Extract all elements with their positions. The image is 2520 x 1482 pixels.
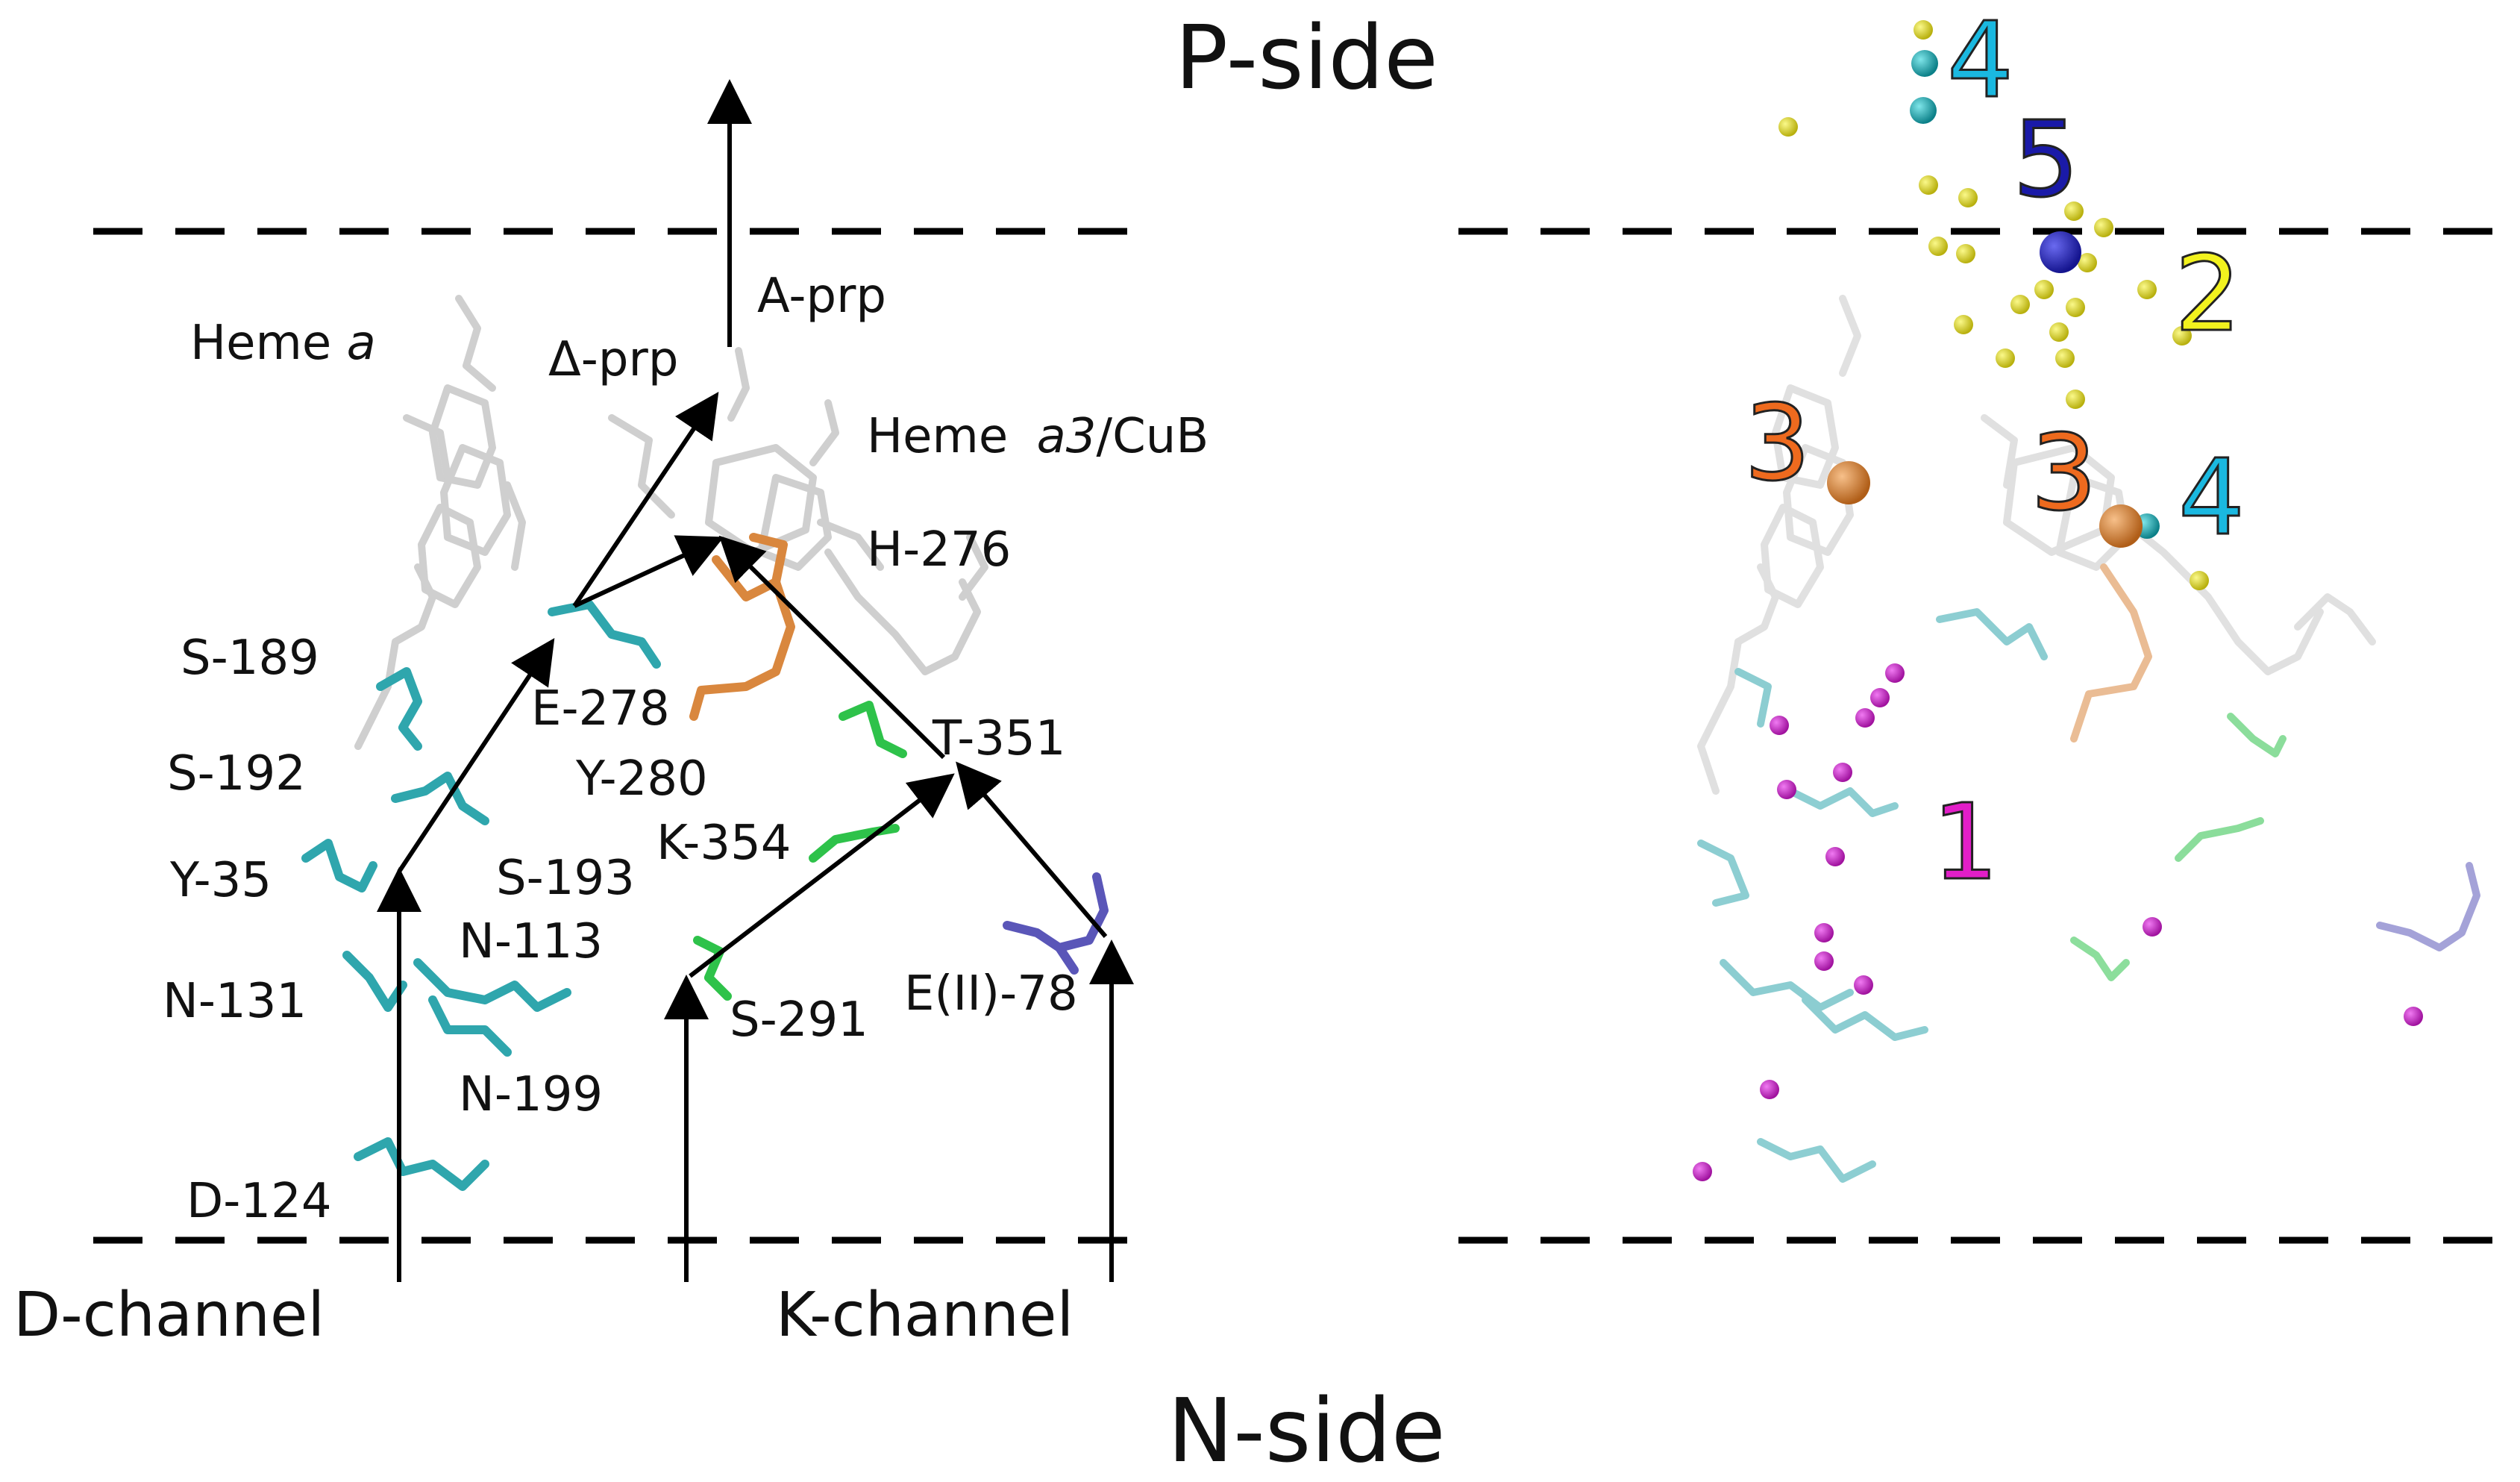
n199-label: N-199 (459, 1067, 604, 1122)
k-channel-label: K-channel (776, 1280, 1074, 1351)
heme-a3-label: Heme a3/CuB (867, 413, 1209, 460)
s193-residue (428, 995, 512, 1057)
site-5-number: 5 (2011, 99, 2080, 221)
e278-to-dprp-arrow (572, 392, 719, 607)
site-4-top-number: 4 (1946, 0, 2014, 122)
e278-residue (548, 600, 661, 669)
heme-a3-label-suffix: /CuB (1096, 409, 1209, 464)
k-left-to-t351-arrow (689, 773, 955, 978)
y280-residue (689, 533, 795, 721)
site-3-left-number: 3 (1743, 383, 1811, 504)
e278-label: E-278 (531, 681, 670, 737)
s291-label: S-291 (730, 992, 868, 1048)
n113-residue (413, 958, 571, 1012)
site-2-number: 2 (2173, 234, 2242, 355)
y35-label: Y-35 (170, 853, 272, 908)
d-prp-label: Δ-prp (548, 332, 679, 387)
heme-a-label: Heme a (190, 319, 376, 367)
h276-label: H-276 (867, 522, 1012, 578)
s291-residue (693, 936, 732, 1001)
p-side-label: P-side (1175, 6, 1438, 109)
site-1-number: 1 (1931, 782, 1999, 904)
n131-residue (342, 951, 407, 1012)
s192-label: S-192 (167, 746, 306, 801)
d-channel-label: D-channel (13, 1280, 325, 1351)
t351-residue (839, 701, 907, 758)
heme-a3-label-italic: a3 (1036, 409, 1097, 464)
heme-a-label-italic: a (346, 316, 376, 371)
yellow-spheres (1778, 20, 2209, 590)
k354-residue (809, 824, 900, 863)
n113-label: N-113 (459, 914, 604, 969)
e78-to-t351-arrow (956, 761, 1108, 938)
k354-label: K-354 (656, 816, 792, 871)
d124-label: D-124 (187, 1174, 332, 1229)
s189-residue (376, 667, 422, 751)
magenta-spheres (1693, 663, 2423, 1181)
n131-label: N-131 (163, 974, 307, 1029)
s192-residue (391, 772, 489, 825)
d-to-e278-arrow (397, 638, 555, 873)
e78-residue (1003, 872, 1109, 975)
right-panel-structure (1697, 295, 2480, 1183)
t351-to-h276-arrow (718, 535, 946, 760)
orange-spheres (1827, 461, 2143, 548)
s193-label: S-193 (496, 851, 635, 906)
d124-residue (354, 1137, 489, 1191)
site-4-right-number: 4 (2177, 437, 2245, 559)
membrane-boundaries (93, 228, 2514, 1244)
e78-label: E(II)-78 (904, 966, 1078, 1022)
proton-pathway-arrows (377, 79, 1134, 1282)
a-prp-label: A-prp (757, 269, 887, 324)
heme-a3-structure (608, 347, 988, 675)
heme-a-label-prefix: Heme (190, 316, 347, 371)
site-3-right-number: 3 (2029, 413, 2098, 534)
blue-sphere (2040, 231, 2081, 273)
heme-a3-label-prefix: Heme (867, 409, 1024, 464)
water-spheres (1693, 20, 2423, 1181)
heme-a-structure (354, 295, 526, 750)
s189-label: S-189 (181, 631, 319, 686)
y280-label: Y-280 (576, 751, 708, 807)
t351-label: T-351 (933, 711, 1066, 766)
y35-residue (301, 839, 377, 892)
n-side-label: N-side (1167, 1379, 1446, 1482)
e278-to-h276-arrow (573, 535, 724, 608)
